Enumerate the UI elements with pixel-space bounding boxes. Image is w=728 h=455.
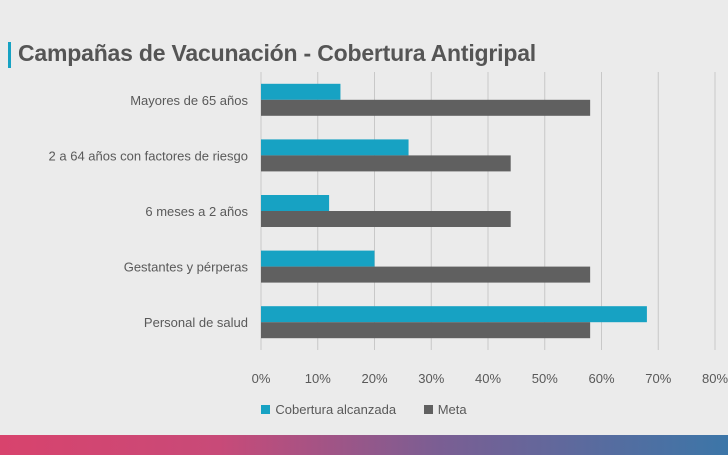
legend-label-meta: Meta [437, 402, 467, 417]
category-label: Mayores de 65 años [130, 93, 248, 108]
x-tick-label: 50% [532, 371, 558, 386]
bar-meta [261, 266, 591, 283]
x-tick-label: 0% [252, 371, 271, 386]
x-tick-label: 70% [645, 371, 671, 386]
title-accent-bar [8, 42, 11, 68]
category-label: 2 a 64 años con factores de riesgo [49, 148, 248, 163]
category-label: 6 meses a 2 años [145, 204, 248, 219]
legend-swatch-meta [423, 405, 433, 414]
x-tick-label: 80% [702, 371, 728, 386]
page-title: Campañas de Vacunación - Cobertura Antig… [18, 40, 536, 66]
legend-item-cobertura: Cobertura alcanzada [261, 402, 396, 417]
bar-meta [261, 155, 511, 172]
x-tick-label: 60% [588, 371, 614, 386]
bar-cobertura [261, 83, 341, 100]
legend-label-cobertura: Cobertura alcanzada [275, 402, 397, 417]
category-label: Gestantes y pérperas [124, 260, 249, 275]
legend-swatch-cobertura [261, 405, 271, 414]
bar-cobertura [261, 306, 647, 323]
bar-chart: 0% 10% 20% 30% 40% 50% 60% 70% 80% Mayores de 65 … [49, 72, 728, 386]
bar-cobertura [261, 139, 409, 156]
x-tick-label: 30% [418, 371, 444, 386]
x-tick-label: 10% [305, 371, 331, 386]
footer-gradient-strip [0, 435, 728, 455]
bar-meta [261, 322, 591, 339]
bar-cobertura [261, 250, 375, 267]
bar-meta [261, 211, 511, 227]
legend-item-meta: Meta [423, 402, 467, 417]
x-tick-label: 40% [475, 371, 501, 386]
category-label: Personal de salud [144, 315, 248, 330]
bar-cobertura [261, 195, 330, 211]
chart-legend: Cobertura alcanzada Meta [0, 402, 728, 417]
bar-meta [261, 99, 591, 116]
x-tick-label: 20% [361, 371, 387, 386]
